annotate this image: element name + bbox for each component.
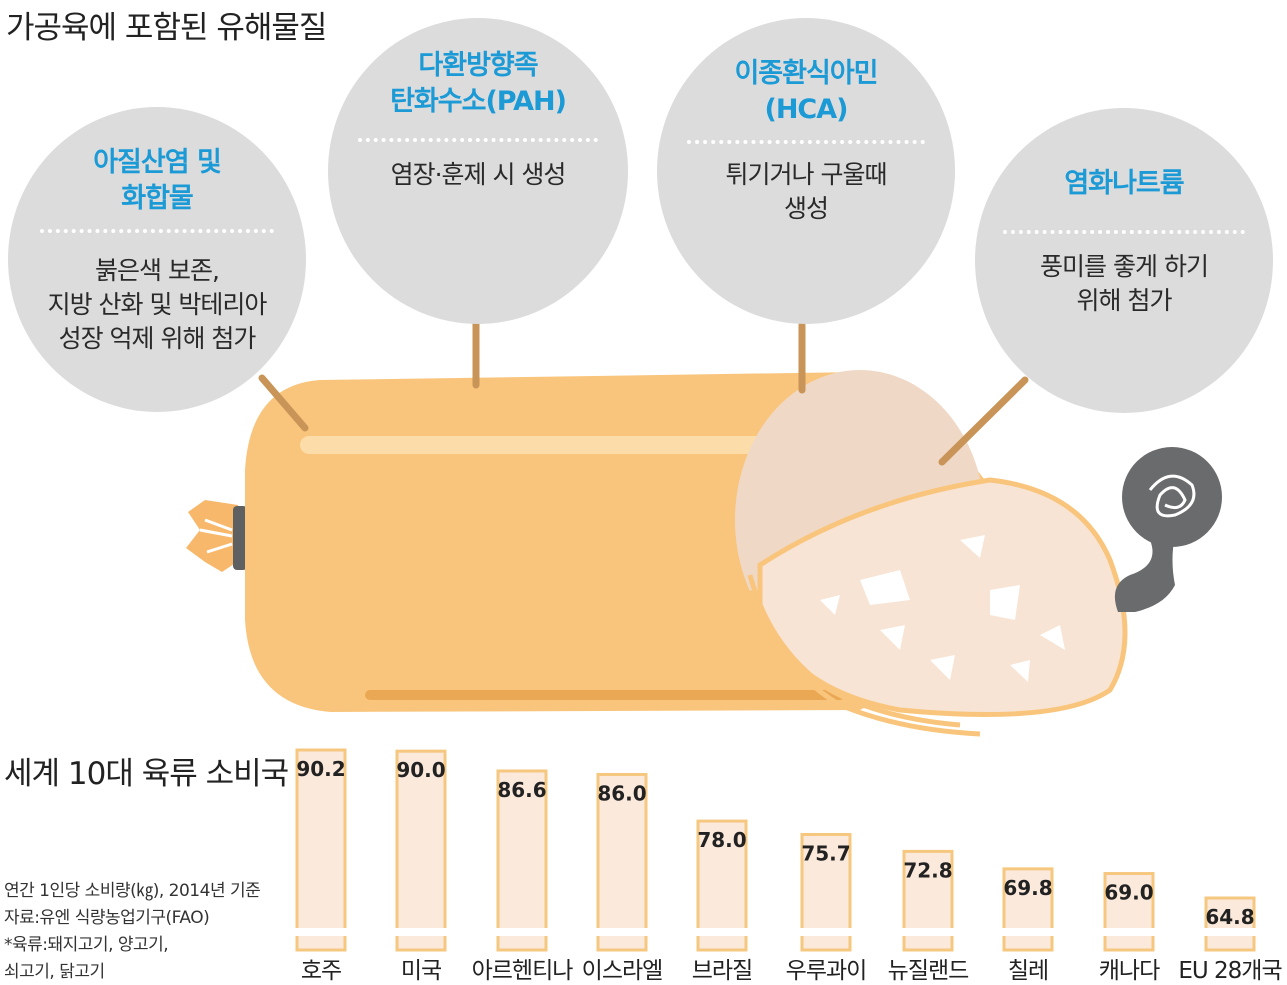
bar-break: [1204, 928, 1256, 936]
bar-break: [1002, 928, 1054, 936]
bubble-title: 이종환식아민 (HCA): [734, 58, 878, 125]
category-label: 호주: [301, 958, 341, 984]
bar-break: [596, 928, 648, 936]
category-label: 브라질: [692, 958, 752, 984]
bubble-divider: [358, 138, 598, 142]
bar-break: [295, 928, 347, 936]
unit-note: 연간 1인당 소비량(㎏), 2014년 기준: [4, 881, 261, 901]
bar: [1204, 896, 1256, 952]
bubble-title: 염화나트륨: [1064, 168, 1184, 199]
bubble-title: 아질산염 및 화합물: [93, 147, 222, 214]
bubble-divider: [687, 140, 925, 144]
bar: [1002, 867, 1054, 952]
category-label: 미국: [401, 958, 441, 984]
category-label: 뉴질랜드: [888, 958, 969, 984]
bar: [1103, 872, 1155, 952]
bar-break: [395, 928, 447, 936]
bubble-description: 풍미를 좋게 하기 위해 첨가: [1040, 252, 1209, 315]
bar-break: [902, 928, 954, 936]
bubble-divider: [1003, 230, 1245, 234]
bar-value-label: 78.0: [697, 828, 746, 852]
bubble-sticks: [258, 318, 1029, 466]
bar: [496, 769, 548, 952]
category-label: 캐나다: [1099, 958, 1160, 984]
bar-value-label: 86.6: [497, 778, 546, 802]
category-label: 아르헨티나: [472, 958, 574, 984]
bar-break: [800, 928, 852, 936]
bubble-nitrite: 아질산염 및 화합물 붉은색 보존, 지방 산화 및 박테리아 성장 억제 위해…: [8, 107, 306, 412]
page-title: 가공육에 포함된 유해물질: [6, 10, 327, 46]
bar-value-label: 72.8: [903, 858, 952, 882]
source-note: 자료:유엔 식량농업기구(FAO): [4, 908, 210, 928]
bar: [295, 748, 347, 952]
smoke-icon: [1114, 447, 1222, 612]
bubble-sodium-chloride: 염화나트륨 풍미를 좋게 하기 위해 첨가: [975, 108, 1273, 413]
bubble-description: 튀기거나 구울때 생성: [725, 160, 888, 223]
category-label: 이스라엘: [582, 958, 663, 984]
bubble-title: 다환방향족 탄화수소(PAH): [390, 50, 567, 117]
bubble-divider: [40, 229, 274, 233]
bar-value-label: 69.0: [1104, 881, 1153, 905]
bubble-description: 염장·훈제 시 생성: [390, 160, 567, 189]
footnote-line-2: 쇠고기, 닭고기: [4, 962, 105, 982]
sausage-slices: [747, 477, 1128, 737]
bubble-description: 붉은색 보존, 지방 산화 및 박테리아 성장 억제 위해 첨가: [47, 256, 268, 353]
bar-value-label: 75.7: [801, 841, 850, 865]
bar-value-label: 86.0: [597, 781, 646, 805]
bubble-pah: 다환방향족 탄화수소(PAH) 염장·훈제 시 생성: [328, 18, 628, 324]
bar-value-label: 90.0: [396, 758, 445, 782]
bar-value-label: 69.8: [1003, 876, 1052, 900]
bar-break: [696, 928, 748, 936]
bar-break: [1103, 928, 1155, 936]
bar-value-label: 64.8: [1205, 905, 1254, 929]
chart-title: 세계 10대 육류 소비국: [4, 756, 289, 792]
category-label: EU 28개국: [1178, 958, 1281, 984]
bubble-hca: 이종환식아민 (HCA) 튀기거나 구울때 생성: [657, 18, 955, 324]
bar: [395, 749, 447, 952]
footnote-line-1: *육류:돼지고기, 양고기,: [4, 935, 169, 955]
category-label: 칠레: [1008, 958, 1048, 984]
category-label: 우루과이: [786, 958, 867, 984]
bar-value-label: 90.2: [296, 757, 345, 781]
sausage-tie-icon: [186, 500, 247, 572]
bar-break: [496, 928, 548, 936]
bar: [596, 772, 648, 952]
